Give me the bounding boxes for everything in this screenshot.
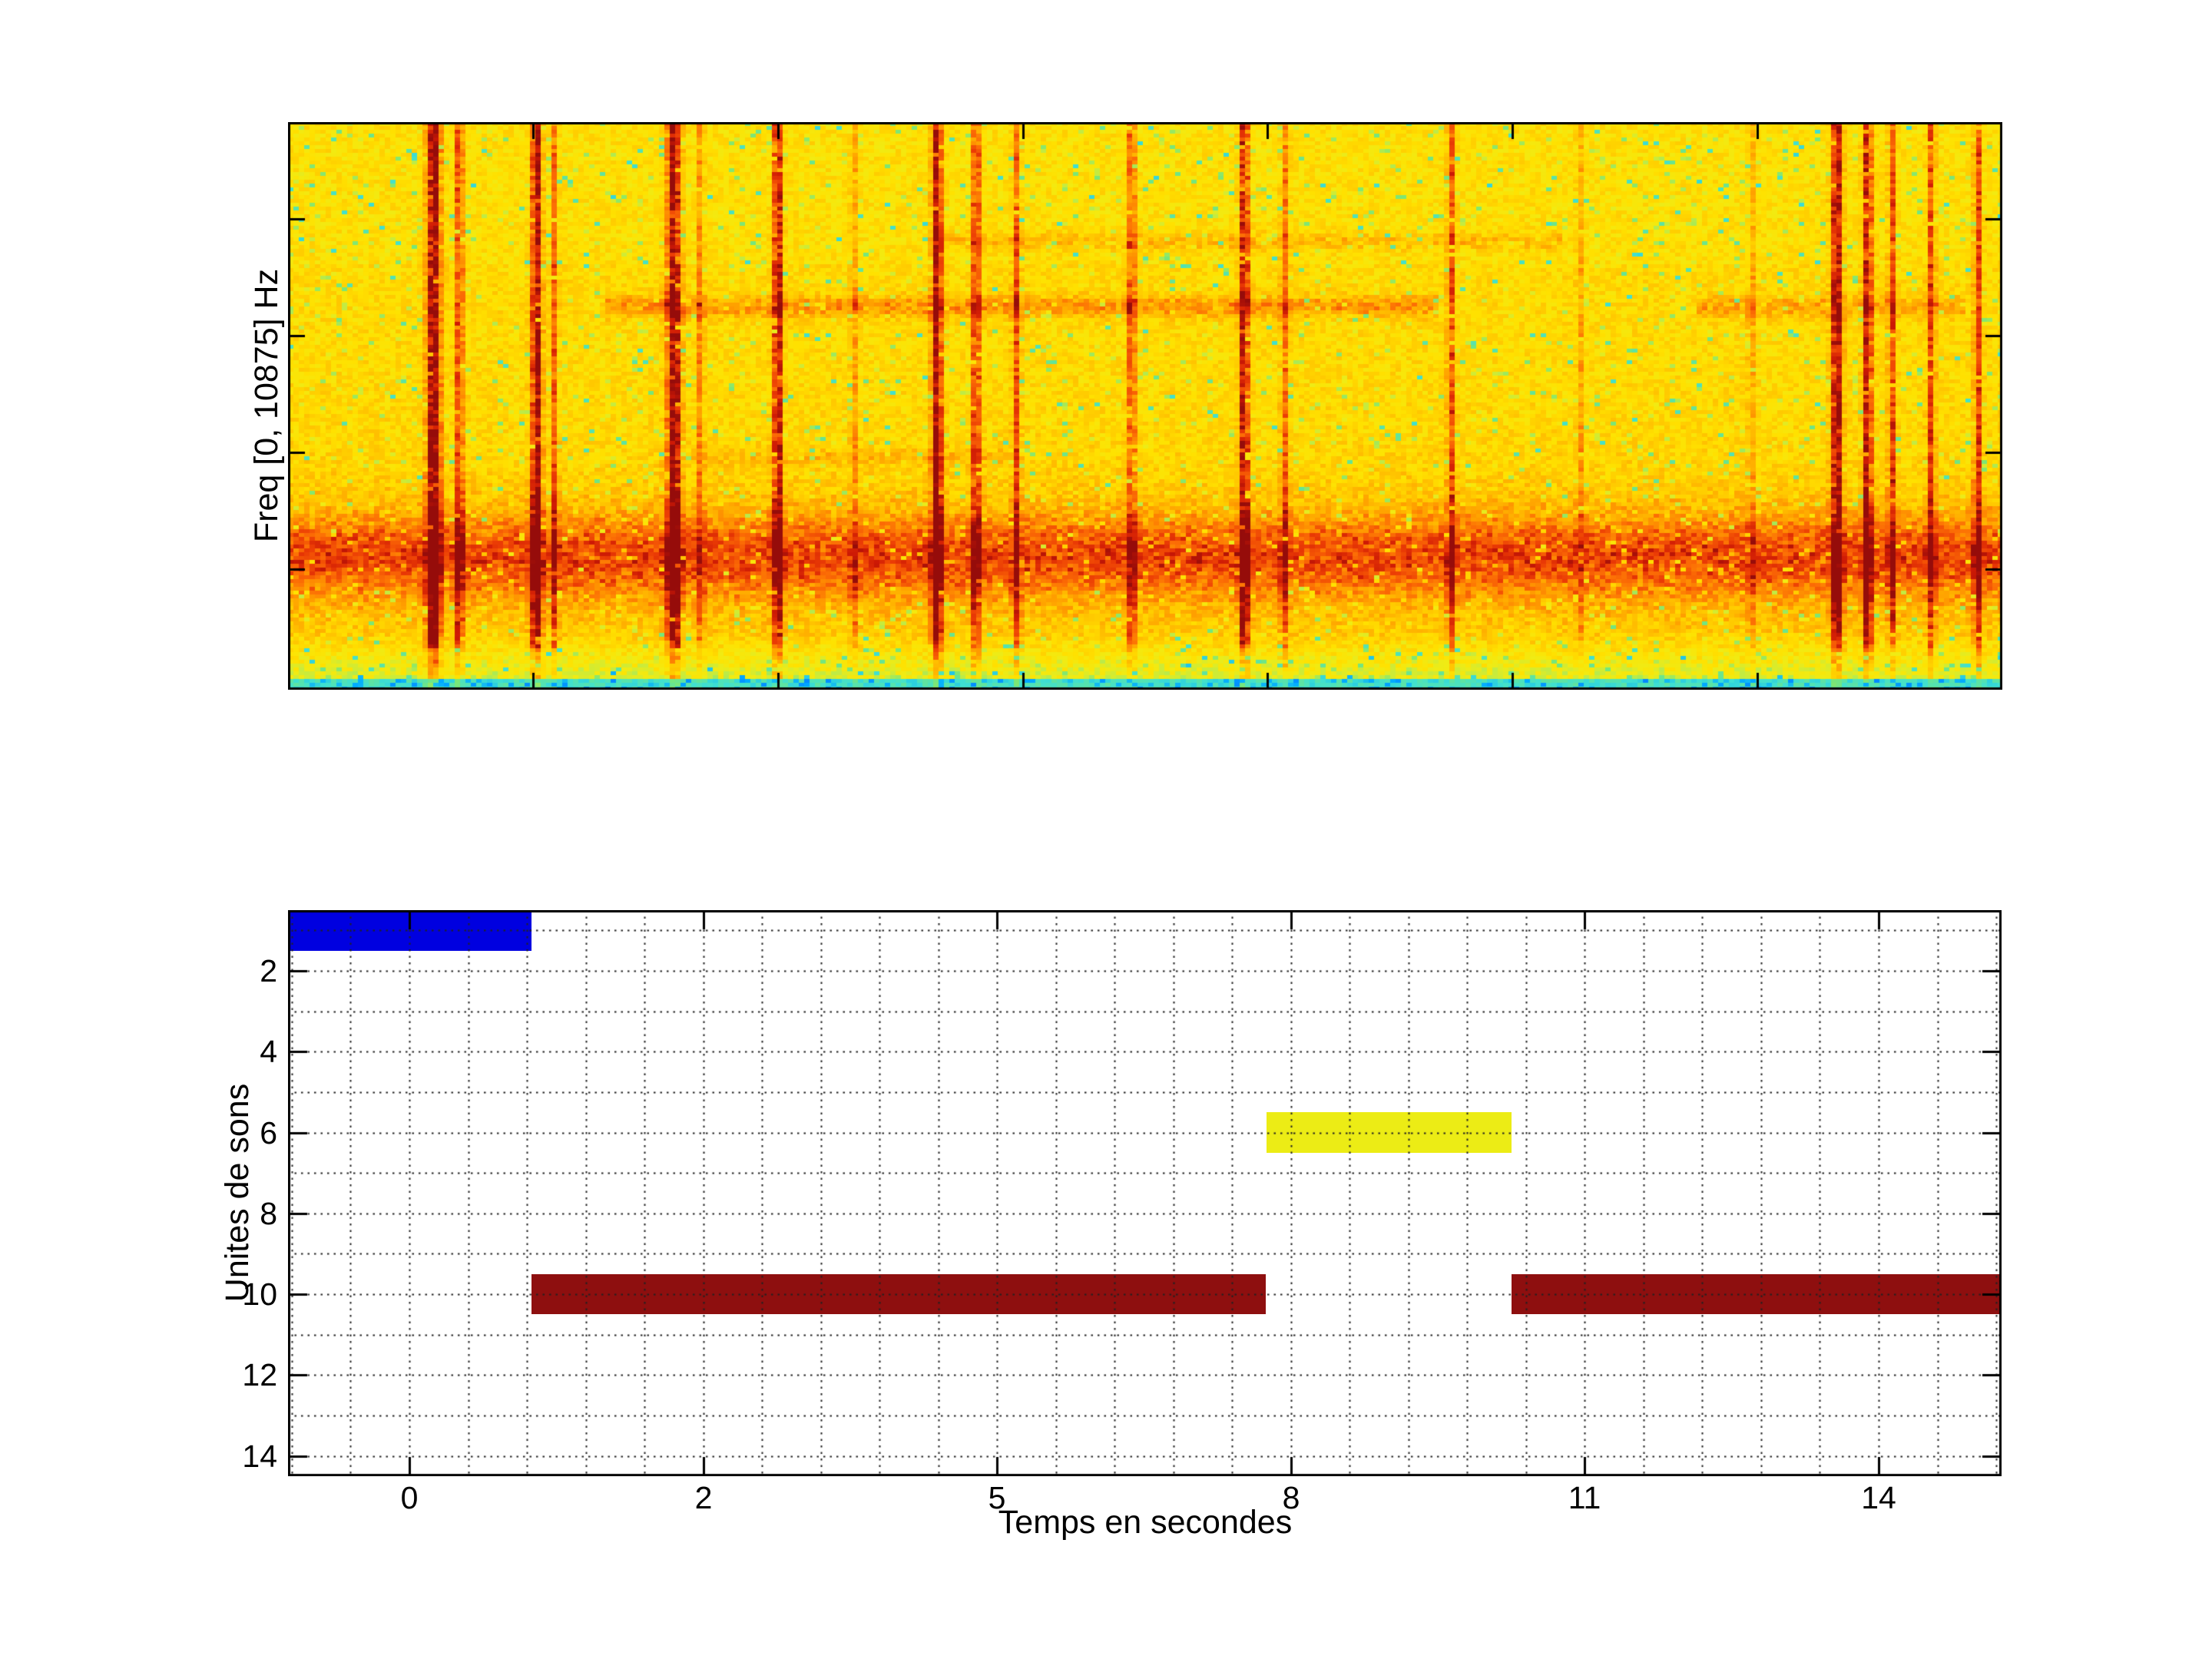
spectrogram-image	[288, 122, 2002, 690]
y-tick-label: 8	[260, 1196, 277, 1231]
x-tick-label: 14	[1861, 1480, 1896, 1515]
y-tick-label: 10	[242, 1277, 277, 1312]
activity-plot	[288, 910, 2002, 1476]
y-tick-label: 14	[242, 1439, 277, 1474]
y-tick-label: 12	[242, 1357, 277, 1392]
spectrogram-ylabel: Freq [0, 10875] Hz	[248, 268, 285, 543]
activity-grid	[288, 910, 2002, 1476]
activity-xlabel: Temps en secondes	[998, 1504, 1293, 1541]
x-tick-label: 2	[694, 1480, 713, 1515]
y-tick-label: 4	[260, 1034, 277, 1069]
y-tick-label: 2	[260, 953, 277, 988]
x-tick-label: 11	[1568, 1480, 1601, 1515]
spectrogram-plot	[288, 122, 2002, 690]
x-tick-label: 8	[1282, 1480, 1300, 1515]
y-tick-label: 6	[260, 1115, 277, 1151]
x-tick-label: 5	[988, 1480, 1006, 1515]
x-tick-label: 0	[400, 1480, 419, 1515]
